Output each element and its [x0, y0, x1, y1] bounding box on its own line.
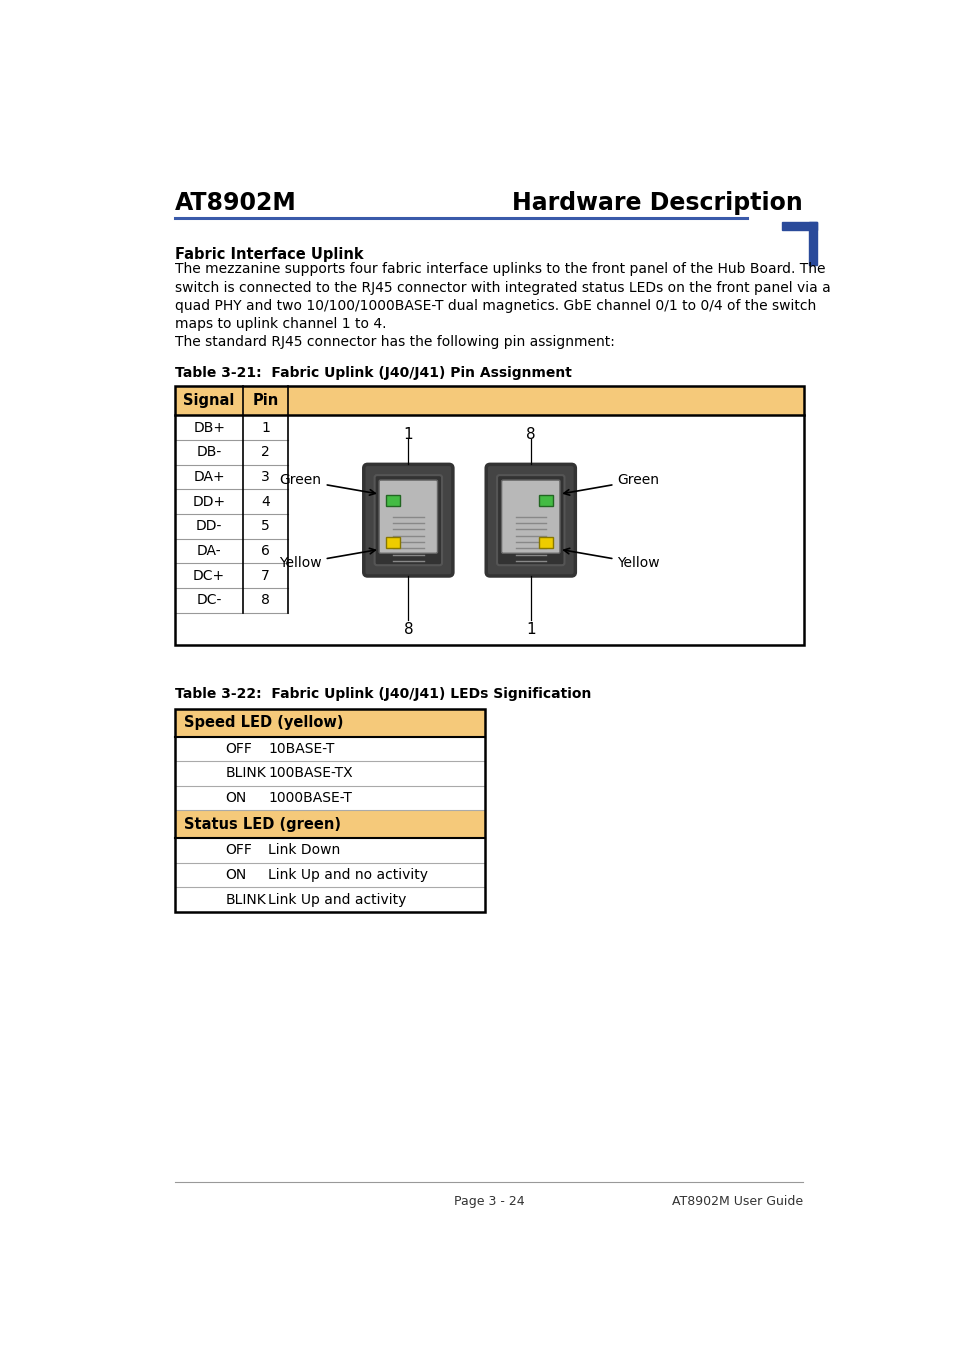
FancyBboxPatch shape [378, 480, 437, 554]
Polygon shape [808, 222, 816, 265]
Text: Fabric Interface Uplink: Fabric Interface Uplink [174, 247, 363, 262]
Text: 7: 7 [261, 569, 270, 582]
Text: 100BASE-TX: 100BASE-TX [268, 766, 353, 781]
Text: BLINK: BLINK [225, 893, 266, 907]
Text: 1000BASE-T: 1000BASE-T [268, 792, 352, 805]
Text: ON: ON [225, 792, 247, 805]
Text: 1: 1 [403, 427, 413, 442]
Text: Yellow: Yellow [563, 549, 659, 570]
Text: 4: 4 [261, 494, 270, 509]
Text: Pin: Pin [253, 393, 278, 408]
Text: 8: 8 [261, 593, 270, 607]
Polygon shape [781, 222, 816, 230]
Text: OFF: OFF [225, 742, 252, 755]
Text: 8: 8 [525, 427, 535, 442]
Bar [174, 709, 484, 912]
Text: DA-: DA- [196, 544, 221, 558]
Bar [385, 538, 399, 549]
Text: DA+: DA+ [193, 470, 225, 484]
Text: DB-: DB- [196, 446, 221, 459]
Text: The standard RJ45 connector has the following pin assignment:: The standard RJ45 connector has the foll… [174, 335, 615, 350]
Bar [174, 709, 484, 736]
Text: Hardware Description: Hardware Description [512, 192, 802, 215]
Text: BLINK: BLINK [225, 766, 266, 781]
Text: DD-: DD- [195, 519, 222, 534]
FancyBboxPatch shape [363, 465, 453, 576]
Text: 10BASE-T: 10BASE-T [268, 742, 335, 755]
Text: 1: 1 [261, 420, 270, 435]
Bar [174, 386, 803, 416]
FancyBboxPatch shape [486, 465, 575, 576]
Text: DB+: DB+ [193, 420, 225, 435]
Text: The mezzanine supports four fabric interface uplinks to the front panel of the H: The mezzanine supports four fabric inter… [174, 262, 830, 331]
Text: Speed LED (yellow): Speed LED (yellow) [184, 715, 343, 730]
Text: Yellow: Yellow [279, 549, 375, 570]
FancyBboxPatch shape [501, 480, 559, 554]
Text: OFF: OFF [225, 843, 252, 858]
Text: Status LED (green): Status LED (green) [184, 817, 341, 832]
Bar [385, 496, 399, 505]
Text: Table 3-22:  Fabric Uplink (J40/J41) LEDs Signification: Table 3-22: Fabric Uplink (J40/J41) LEDs… [174, 688, 591, 701]
Text: Signal: Signal [183, 393, 234, 408]
Text: Link Up and activity: Link Up and activity [268, 893, 406, 907]
Bar [174, 811, 484, 838]
Text: 3: 3 [261, 470, 270, 484]
Text: 1: 1 [525, 621, 535, 636]
Text: Page 3 - 24: Page 3 - 24 [453, 1194, 524, 1208]
Bar [538, 496, 553, 505]
Text: 2: 2 [261, 446, 270, 459]
Text: AT8902M User Guide: AT8902M User Guide [671, 1194, 802, 1208]
Text: DC-: DC- [196, 593, 222, 607]
Bar [174, 386, 803, 644]
Text: 8: 8 [403, 621, 413, 636]
Text: AT8902M: AT8902M [174, 192, 296, 215]
Text: DC+: DC+ [193, 569, 225, 582]
Text: 6: 6 [261, 544, 270, 558]
Bar [538, 538, 553, 549]
Text: 5: 5 [261, 519, 270, 534]
Text: DD+: DD+ [193, 494, 226, 509]
Text: Table 3-21:  Fabric Uplink (J40/J41) Pin Assignment: Table 3-21: Fabric Uplink (J40/J41) Pin … [174, 366, 572, 380]
FancyBboxPatch shape [497, 476, 564, 565]
Text: Link Up and no activity: Link Up and no activity [268, 869, 428, 882]
Text: Green: Green [563, 473, 659, 496]
Text: Green: Green [279, 473, 375, 496]
FancyBboxPatch shape [375, 476, 441, 565]
Text: Link Down: Link Down [268, 843, 340, 858]
Text: ON: ON [225, 869, 247, 882]
